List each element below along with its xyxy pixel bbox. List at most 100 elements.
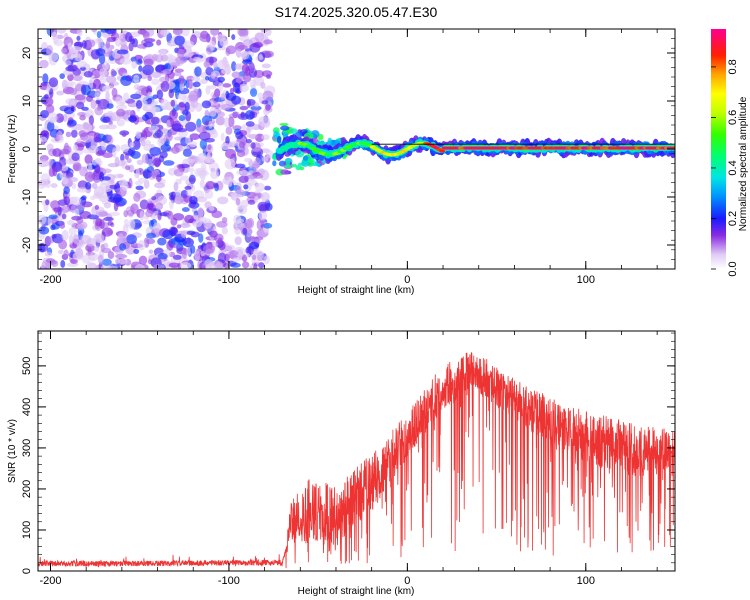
- heatmap-cell: [63, 196, 71, 206]
- heatmap-cell: [250, 142, 256, 149]
- heatmap-cell: [67, 119, 77, 127]
- heatmap-cell: [45, 199, 50, 206]
- heatmap-cell: [64, 81, 77, 86]
- heatmap-cell: [69, 87, 78, 96]
- heatmap-cell: [280, 169, 290, 175]
- heatmap-cell: [47, 216, 52, 227]
- heatmap-cell: [186, 189, 192, 197]
- heatmap-cell: [113, 201, 119, 212]
- colorbar-label: Normalized spectral amplitude: [738, 96, 749, 231]
- heatmap-cell: [62, 114, 68, 122]
- heatmap-cell: [135, 99, 143, 109]
- heatmap-cell: [160, 81, 170, 92]
- heatmap-cell: [135, 167, 140, 179]
- heatmap-cell: [91, 29, 97, 33]
- heatmap-cell: [225, 244, 235, 251]
- heatmap-cell: [189, 133, 200, 140]
- heatmap-cell: [162, 105, 168, 111]
- heatmap-cell: [107, 221, 114, 226]
- heatmap-cell: [196, 91, 201, 98]
- heatmap-cell: [310, 163, 321, 167]
- heatmap-cell: [141, 31, 150, 37]
- heatmap-cell: [124, 223, 130, 228]
- y-tick-label: 0: [21, 568, 33, 574]
- heatmap-cell: [46, 44, 53, 56]
- heatmap-cell: [72, 144, 79, 152]
- heatmap-cell: [119, 243, 127, 251]
- heatmap-cell: [249, 43, 261, 53]
- heatmap-cell: [204, 201, 212, 209]
- heatmap-cell: [197, 207, 204, 218]
- heatmap-cell: [38, 214, 47, 225]
- colorbar-tick-label: 0.0: [727, 261, 739, 276]
- heatmap-cell: [213, 61, 218, 69]
- spectrogram-y-axis-label: Frequency (Hz): [7, 115, 18, 184]
- heatmap-cell: [73, 123, 85, 131]
- heatmap-cell: [121, 180, 129, 192]
- heatmap-cell: [177, 94, 187, 100]
- heatmap-cell: [107, 162, 120, 168]
- heatmap-cell: [181, 249, 188, 260]
- heatmap-cell: [173, 168, 184, 177]
- heatmap-cell: [194, 66, 202, 77]
- heatmap-cell: [153, 263, 165, 269]
- heatmap-cell: [171, 123, 184, 132]
- heatmap-cell: [258, 54, 264, 61]
- heatmap-cell: [151, 196, 157, 201]
- heatmap-cell: [106, 265, 118, 269]
- heatmap-cell: [245, 252, 250, 258]
- heatmap-cell: [154, 54, 164, 63]
- heatmap-cell: [182, 148, 192, 157]
- heatmap-cell: [209, 230, 218, 238]
- snr-x-axis-label: Height of straight line (km): [298, 586, 415, 597]
- x-tick-label: 0: [404, 575, 410, 587]
- heatmap-cell: [92, 172, 102, 183]
- heatmap-cell: [204, 75, 210, 81]
- heatmap-cell: [95, 150, 105, 157]
- heatmap-cell: [173, 71, 182, 77]
- heatmap-cell: [235, 131, 244, 140]
- heatmap-cell: [177, 48, 185, 59]
- heatmap-cell: [95, 217, 103, 227]
- heatmap-cell: [142, 170, 153, 179]
- heatmap-cell: [187, 79, 193, 90]
- heatmap-cell: [138, 255, 148, 266]
- heatmap-cell: [222, 83, 232, 88]
- heatmap-cell: [133, 74, 140, 84]
- heatmap-cell: [172, 254, 182, 260]
- heatmap-cell: [158, 49, 167, 56]
- snr-y-axis-label: SNR (10 * v/v): [7, 419, 18, 483]
- heatmap-cell: [213, 182, 219, 189]
- heatmap-cell: [154, 159, 161, 168]
- heatmap-cell: [249, 88, 258, 97]
- heatmap-cell: [53, 207, 59, 213]
- heatmap-cell: [39, 59, 49, 69]
- heatmap-cell: [169, 198, 174, 210]
- heatmap-cell: [243, 184, 249, 190]
- heatmap-cell: [227, 250, 239, 257]
- heatmap-cell: [160, 29, 170, 36]
- heatmap-cell: [59, 148, 71, 155]
- heatmap-cell: [109, 211, 121, 217]
- heatmap-cell: [172, 213, 185, 221]
- heatmap-cell: [115, 144, 121, 152]
- heatmap-cell: [117, 233, 124, 243]
- heatmap-cell: [248, 159, 253, 169]
- heatmap-cell: [49, 88, 54, 99]
- heatmap-cell: [180, 230, 187, 238]
- heatmap-cell: [125, 165, 131, 171]
- heatmap-cell: [261, 156, 269, 163]
- snr-axes-frame: [37, 330, 676, 572]
- heatmap-cell: [44, 251, 53, 257]
- heatmap-cell: [110, 81, 120, 86]
- colorbar-tick-label: 0.2: [727, 211, 739, 226]
- heatmap-cell: [115, 253, 128, 259]
- heatmap-cell: [252, 254, 257, 261]
- heatmap-cell: [198, 131, 211, 141]
- heatmap-cell: [116, 108, 126, 117]
- y-tick-label: 500: [21, 357, 33, 375]
- heatmap-cell: [299, 166, 305, 171]
- heatmap-cell: [67, 42, 72, 51]
- heatmap-cell: [168, 262, 180, 268]
- heatmap-cell: [210, 170, 219, 180]
